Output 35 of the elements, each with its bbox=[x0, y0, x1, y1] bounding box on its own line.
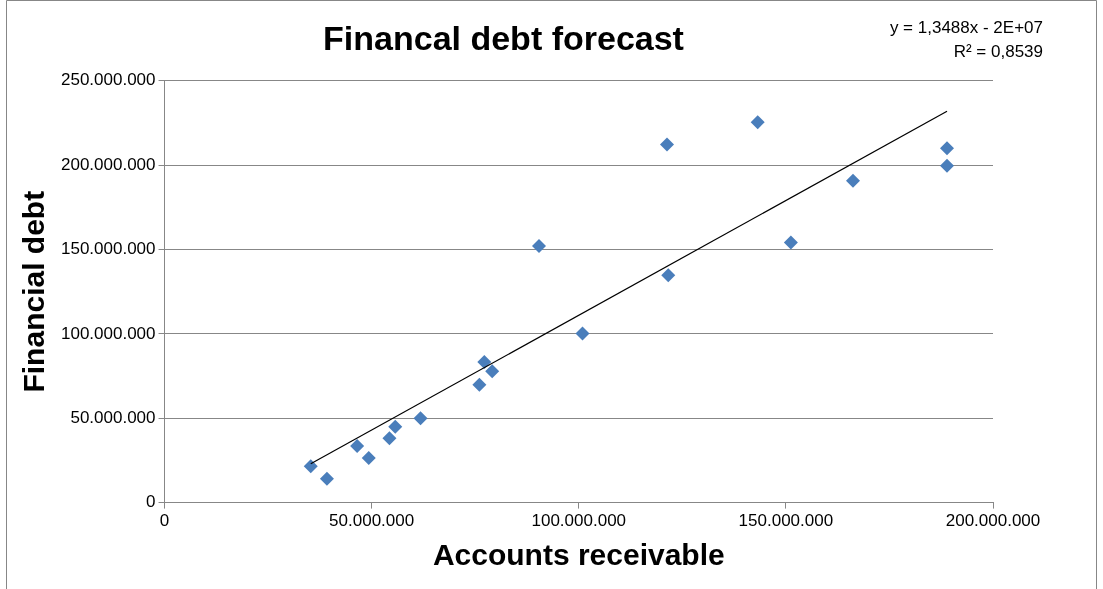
point bbox=[413, 411, 428, 426]
point bbox=[940, 158, 955, 173]
y-tick-label: 150.000.000 bbox=[60, 239, 156, 259]
y-axis-title: Financial debt bbox=[17, 190, 51, 393]
point bbox=[382, 431, 397, 446]
point bbox=[845, 173, 860, 188]
point bbox=[472, 377, 487, 392]
y-tick-label: 200.000.000 bbox=[60, 154, 156, 174]
point bbox=[783, 235, 798, 250]
text: y = 1,3488x - 2E+07 bbox=[889, 18, 1043, 38]
point bbox=[660, 137, 674, 152]
x-tick-label: 150.000.000 bbox=[738, 511, 834, 531]
point bbox=[350, 439, 365, 454]
y-tick-label: 50.000.000 bbox=[70, 407, 156, 427]
point bbox=[319, 471, 334, 486]
point bbox=[361, 451, 376, 466]
x-axis-title: Accounts receivable bbox=[432, 538, 725, 572]
point bbox=[485, 364, 500, 379]
y-tick-label: 100.000.000 bbox=[60, 323, 156, 343]
point bbox=[388, 419, 403, 434]
y-tick-label: 250.000.000 bbox=[60, 70, 156, 90]
x-tick-label: 100.000.000 bbox=[531, 511, 627, 531]
x-tick-label: 0 bbox=[159, 511, 170, 531]
text: R² = 0,8539 bbox=[953, 42, 1043, 62]
point bbox=[477, 355, 492, 370]
point bbox=[532, 238, 546, 253]
point bbox=[940, 141, 955, 156]
chart-title: Financal debt forecast bbox=[323, 18, 684, 57]
y-tick-label: 0 bbox=[146, 492, 156, 512]
point bbox=[303, 459, 318, 474]
point bbox=[661, 268, 676, 283]
point bbox=[575, 326, 590, 341]
x-tick-label: 50.000.000 bbox=[329, 511, 415, 531]
x-tick-label: 200.000.000 bbox=[945, 511, 1041, 531]
point bbox=[750, 115, 765, 130]
